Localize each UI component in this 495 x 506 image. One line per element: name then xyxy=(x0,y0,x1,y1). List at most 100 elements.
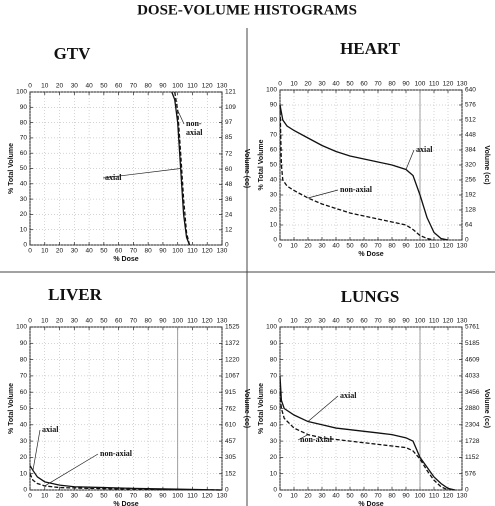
y2-tick-label: 5185 xyxy=(465,340,480,347)
x-tick-label: 110 xyxy=(187,248,198,255)
y-tick-label: 30 xyxy=(270,438,278,445)
y2-tick-label: 0 xyxy=(225,242,229,249)
y2-tick-label: 2304 xyxy=(465,422,480,429)
y-tick-label: 90 xyxy=(270,340,278,347)
x-tick-label: 100 xyxy=(415,493,426,500)
x-tick-label: 0 xyxy=(28,493,32,500)
y2-tick-label: 762 xyxy=(225,405,236,412)
x-top-tick-label: 110 xyxy=(187,318,198,325)
x-top-tick-label: 80 xyxy=(388,318,396,325)
chart-title: LIVER xyxy=(48,285,103,304)
y2-tick-label: 3456 xyxy=(465,389,480,396)
series-label-part: non- xyxy=(186,119,202,128)
series-line xyxy=(279,392,449,491)
x-tick-label: 130 xyxy=(217,248,228,255)
y-tick-label: 60 xyxy=(20,150,28,157)
y-tick-label: 10 xyxy=(270,470,278,477)
y2-tick-label: 97 xyxy=(225,119,233,126)
y-axis-label: % Total Volume xyxy=(8,143,15,194)
y-tick-label: 40 xyxy=(270,422,278,429)
leader-line xyxy=(102,168,181,179)
chart-title: HEART xyxy=(340,39,401,58)
x-tick-label: 40 xyxy=(332,493,340,500)
x-top-tick-label: 110 xyxy=(429,318,440,325)
y-axis-label: % Total Volume xyxy=(8,383,15,434)
y-tick-label: 50 xyxy=(270,162,278,169)
y-tick-label: 60 xyxy=(270,389,278,396)
y-tick-label: 0 xyxy=(273,237,277,244)
series-label-part: axial xyxy=(186,128,203,137)
x-top-tick-label: 120 xyxy=(443,81,454,88)
y-tick-label: 90 xyxy=(20,104,28,111)
y2-tick-label: 1525 xyxy=(225,324,240,331)
series-line xyxy=(279,375,456,491)
y2-tick-label: 48 xyxy=(225,181,233,188)
x-tick-label: 70 xyxy=(130,493,138,500)
x-top-tick-label: 80 xyxy=(388,81,396,88)
x-tick-label: 110 xyxy=(429,243,440,250)
x-tick-label: 130 xyxy=(217,493,228,500)
y2-tick-label: 320 xyxy=(465,162,476,169)
x-tick-label: 60 xyxy=(360,493,368,500)
y2-tick-label: 85 xyxy=(225,134,233,141)
y-tick-label: 100 xyxy=(266,87,277,94)
x-top-tick-label: 90 xyxy=(402,81,410,88)
y2-tick-label: 0 xyxy=(465,487,469,494)
series-label: non-axial xyxy=(186,119,203,137)
y2-tick-label: 1220 xyxy=(225,356,240,363)
y2-tick-label: 109 xyxy=(225,104,236,111)
y2-tick-label: 2880 xyxy=(465,405,480,412)
x-tick-label: 80 xyxy=(145,493,153,500)
x-tick-label: 40 xyxy=(332,243,340,250)
y-tick-label: 0 xyxy=(23,487,27,494)
x-tick-label: 40 xyxy=(85,493,93,500)
x-tick-label: 120 xyxy=(202,493,213,500)
x-tick-label: 80 xyxy=(145,248,153,255)
x-tick-label: 0 xyxy=(28,248,32,255)
series-line xyxy=(279,104,435,241)
y2-tick-label: 448 xyxy=(465,132,476,139)
leader-line xyxy=(32,429,41,471)
x-top-tick-label: 60 xyxy=(115,83,123,90)
y-tick-label: 10 xyxy=(20,470,28,477)
x-top-tick-label: 40 xyxy=(332,318,340,325)
x-top-tick-label: 70 xyxy=(374,318,382,325)
x-top-tick-label: 30 xyxy=(318,318,326,325)
y-tick-label: 100 xyxy=(16,89,27,96)
x-tick-label: 60 xyxy=(115,493,123,500)
x-top-tick-label: 100 xyxy=(172,318,183,325)
x-top-tick-label: 0 xyxy=(278,81,282,88)
y-tick-label: 70 xyxy=(270,373,278,380)
x-top-tick-label: 10 xyxy=(41,318,49,325)
x-tick-label: 10 xyxy=(290,493,298,500)
y2-tick-label: 24 xyxy=(225,211,233,218)
x-top-tick-label: 30 xyxy=(71,83,79,90)
y-tick-label: 20 xyxy=(20,454,28,461)
x-top-tick-label: 130 xyxy=(217,318,228,325)
chart-title: GTV xyxy=(54,44,92,63)
x-top-tick-label: 10 xyxy=(41,83,49,90)
y-tick-label: 30 xyxy=(270,192,278,199)
y2-tick-label: 915 xyxy=(225,389,236,396)
series-line xyxy=(29,465,223,491)
y-tick-label: 40 xyxy=(20,181,28,188)
y2-axis-label: Volume (cc) xyxy=(243,389,250,428)
x-top-tick-label: 80 xyxy=(145,83,153,90)
x-tick-label: 20 xyxy=(304,243,312,250)
leader-line xyxy=(297,434,309,441)
y2-tick-label: 4609 xyxy=(465,356,480,363)
series-label: axial xyxy=(42,425,59,434)
x-top-tick-label: 30 xyxy=(71,318,79,325)
y-tick-label: 20 xyxy=(270,207,278,214)
y-tick-label: 40 xyxy=(20,422,28,429)
series-line xyxy=(29,473,223,491)
x-top-tick-label: 90 xyxy=(402,318,410,325)
y2-tick-label: 256 xyxy=(465,177,476,184)
y2-tick-label: 4033 xyxy=(465,373,480,380)
x-top-tick-label: 40 xyxy=(85,318,93,325)
x-top-tick-label: 60 xyxy=(360,81,368,88)
y-tick-label: 0 xyxy=(273,487,277,494)
y-tick-label: 20 xyxy=(20,211,28,218)
x-top-tick-label: 10 xyxy=(290,81,298,88)
